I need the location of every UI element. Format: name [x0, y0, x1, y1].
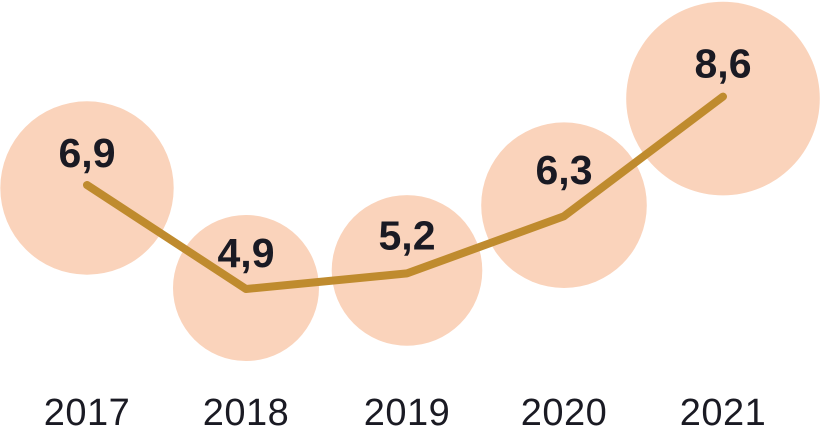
value-labels-group: 6,9 4,9 5,2 6,3 8,6: [59, 41, 752, 276]
value-label-2018: 4,9: [218, 230, 275, 276]
value-label-2017: 6,9: [59, 130, 116, 176]
year-axis-labels-group: 2017 2018 2019 2020 2021: [44, 392, 767, 428]
value-label-2021: 8,6: [695, 41, 752, 87]
year-axis-label-2021: 2021: [680, 392, 767, 428]
value-label-2020: 6,3: [536, 147, 593, 193]
value-label-2019: 5,2: [379, 212, 436, 258]
year-axis-label-2020: 2020: [521, 392, 608, 428]
year-axis-label-2018: 2018: [203, 392, 290, 428]
bubble-markers-group: [0, 1, 820, 361]
trend-line: [83, 92, 727, 293]
year-axis-label-2017: 2017: [44, 392, 131, 428]
year-axis-label-2019: 2019: [364, 392, 451, 428]
bubble-2020: [481, 122, 647, 288]
